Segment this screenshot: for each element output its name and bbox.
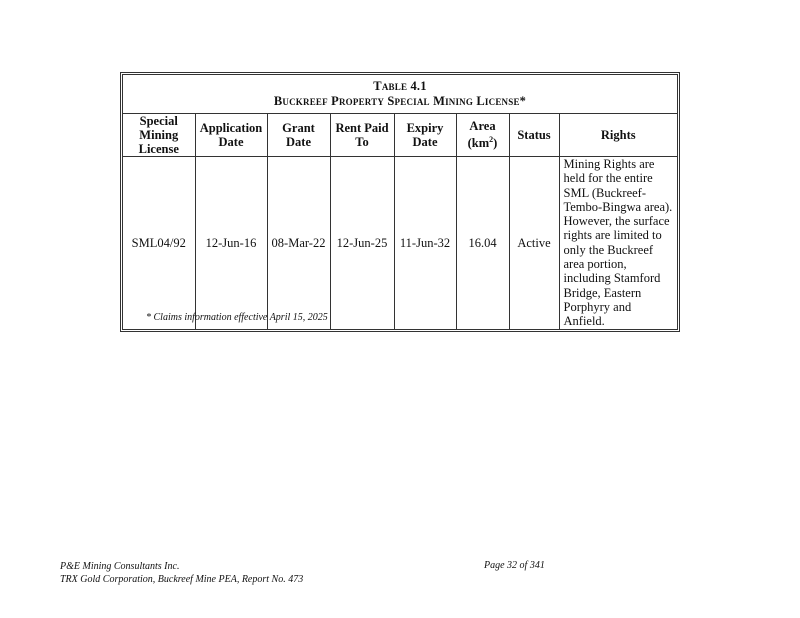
cell-application-date: 12-Jun-16: [194, 155, 268, 329]
header-area: Area (km2): [455, 113, 510, 157]
cell-grant-date: 08-Mar-22: [266, 155, 331, 329]
cell-status: Active: [508, 155, 560, 329]
header-application-date: Application Date: [194, 113, 268, 157]
table-title: Buckreef Property Special Mining License…: [273, 94, 527, 108]
table-caption: Table 4.1 Buckreef Property Special Mini…: [123, 75, 677, 114]
header-area-unit: (km2): [459, 133, 507, 150]
table-number: Table 4.1: [373, 79, 427, 93]
header-rent-paid-to: Rent Paid To: [329, 113, 395, 157]
table-row: SML04/92 12-Jun-16 08-Mar-22 12-Jun-25 1…: [123, 155, 677, 329]
area-unit-sup: 2: [489, 135, 494, 145]
header-grant-date: Grant Date: [266, 113, 331, 157]
license-table: Table 4.1 Buckreef Property Special Mini…: [120, 72, 680, 332]
footer-company: P&E Mining Consultants Inc.: [60, 561, 180, 572]
table-footnote: * Claims information effective April 15,…: [146, 312, 328, 323]
area-unit-close: ): [493, 136, 498, 151]
header-expiry-date: Expiry Date: [393, 113, 457, 157]
cell-rent-paid-to: 12-Jun-25: [329, 155, 395, 329]
cell-area: 16.04: [455, 155, 510, 329]
header-area-label: Area: [469, 119, 496, 134]
cell-rights: Mining Rights are held for the entire SM…: [558, 155, 677, 329]
footer-report: TRX Gold Corporation, Buckreef Mine PEA,…: [60, 574, 304, 585]
header-license: Special Mining License: [123, 113, 196, 157]
area-unit: (km: [467, 136, 490, 151]
cell-license: SML04/92: [123, 155, 196, 329]
header-rights: Rights: [558, 113, 677, 157]
page-footer: P&E Mining Consultants Inc. TRX Gold Cor…: [60, 560, 303, 586]
page-number: Page 32 of 341: [484, 560, 545, 571]
header-status: Status: [508, 113, 560, 157]
cell-expiry-date: 11-Jun-32: [393, 155, 457, 329]
